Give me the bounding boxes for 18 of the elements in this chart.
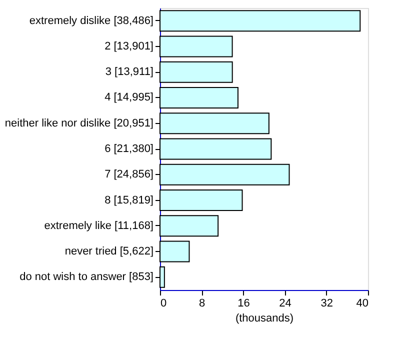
y-tick-label: extremely dislike [38,486] [29,14,154,27]
y-tick-label: neither like nor dislike [20,951] [4,117,154,130]
y-tick-label: never tried [5,622] [64,246,154,258]
x-axis-title: (thousands) [235,312,294,324]
y-tick-label: extremely like [11,168] [44,220,154,232]
y-tick-label: 4 [14,995] [104,92,154,104]
y-tick-label: 7 [24,856] [104,168,154,181]
x-tick-label: 8 [199,298,206,310]
x-tick-label: 32 [320,298,334,310]
y-tick-label: do not wish to answer [853] [20,271,154,284]
y-tick-label: 2 [13,901] [104,40,154,52]
x-tick-label: 40 [356,298,368,310]
x-tick-label: 0 [160,298,167,310]
y-tick-label: 8 [15,819] [104,194,154,206]
y-tick-label: 6 [21,380] [104,143,154,155]
x-tick-label: 24 [279,298,292,310]
y-tick-label: 3 [13,911] [105,66,154,78]
x-tick-label: 16 [238,298,250,310]
